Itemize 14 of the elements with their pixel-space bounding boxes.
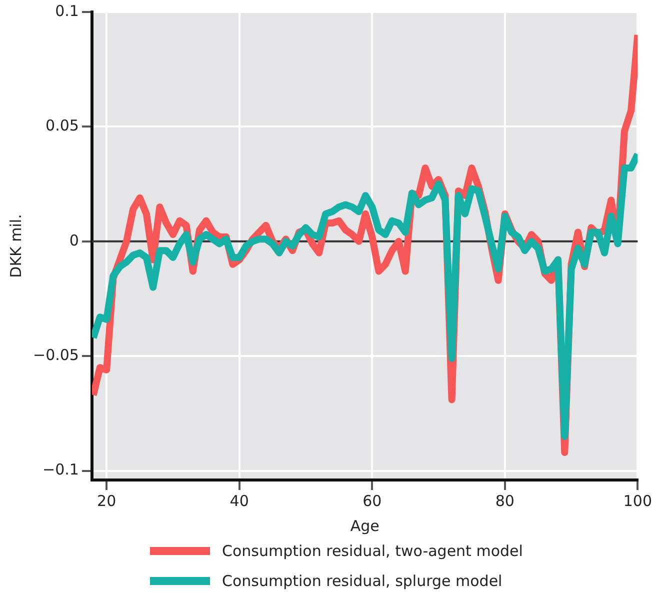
x-tick-label: 20 (97, 492, 116, 510)
legend-label: Consumption residual, two-agent model (222, 542, 523, 560)
y-tick-label: 0.05 (46, 116, 79, 135)
x-tick-label: 100 (623, 492, 652, 510)
legend-label: Consumption residual, splurge model (222, 572, 502, 590)
x-tick-label: 80 (495, 492, 514, 510)
x-tick-label: 40 (230, 492, 249, 510)
y-tick-label: 0.1 (55, 2, 79, 20)
y-tick-label: −0.1 (42, 460, 79, 479)
y-tick-label: 0 (69, 231, 79, 250)
x-tick-label: 60 (362, 492, 382, 510)
x-axis-title: Age (350, 516, 380, 535)
y-axis-title: DKK mil. (6, 214, 25, 278)
y-tick-label: −0.05 (33, 346, 79, 364)
